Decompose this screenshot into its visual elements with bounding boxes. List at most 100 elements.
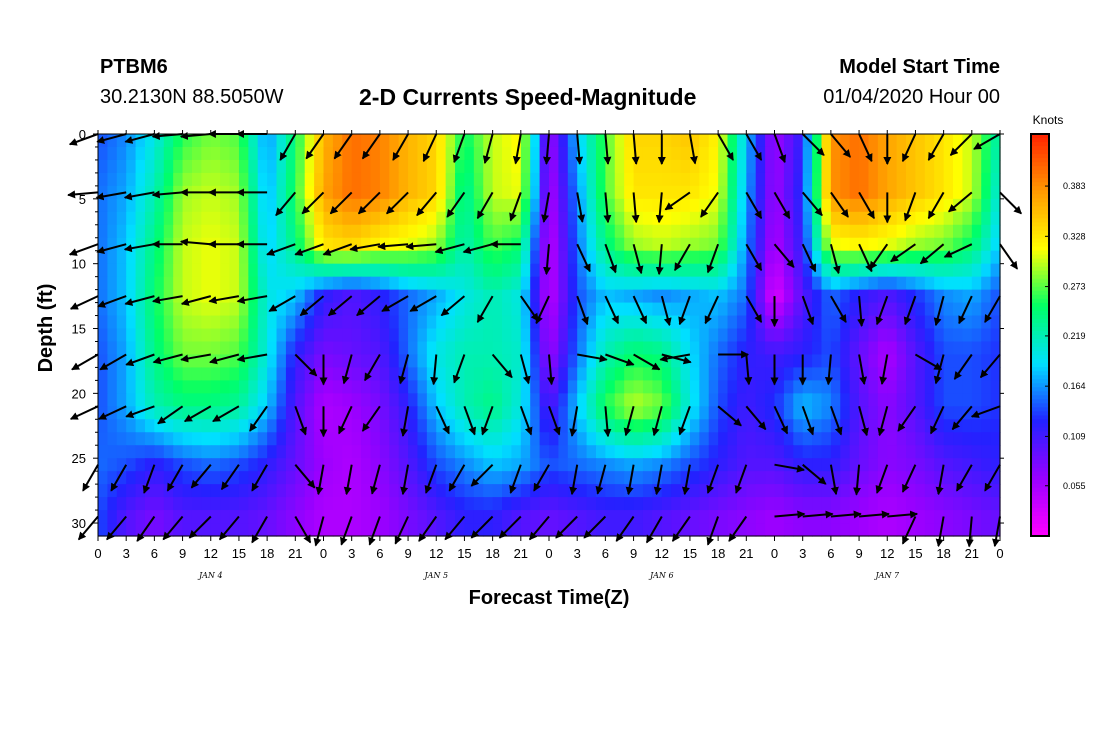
heatmap-cell (304, 510, 315, 524)
heatmap-cell (924, 406, 935, 420)
heatmap-cell (718, 354, 729, 369)
heatmap-cell (295, 237, 306, 252)
heatmap-cell (351, 146, 362, 161)
heatmap-cell (464, 276, 475, 291)
heatmap-cell (661, 224, 672, 239)
heatmap-cell (727, 458, 738, 472)
heatmap-cell (285, 523, 296, 537)
heatmap-cell (229, 328, 240, 343)
heatmap-cell (924, 510, 935, 524)
heatmap-cell (502, 341, 513, 356)
heatmap-cell (614, 432, 625, 446)
heatmap-cell (238, 367, 249, 381)
heatmap-cell (314, 185, 325, 200)
heatmap-cell (436, 380, 447, 394)
heatmap-cell (417, 354, 428, 369)
heatmap-cell (859, 302, 870, 317)
heatmap-cell (661, 341, 672, 356)
heatmap-cell (332, 289, 343, 304)
heatmap-cell (962, 146, 973, 161)
heatmap-cell (276, 302, 287, 317)
current-vector-arrow (519, 405, 533, 436)
heatmap-cell (257, 263, 268, 278)
current-vector-arrow (965, 516, 974, 548)
heatmap-cell (511, 328, 522, 343)
heatmap-cell (727, 432, 738, 446)
heatmap-cell (943, 445, 954, 459)
heatmap-cell (182, 341, 193, 356)
heatmap-cell (699, 302, 710, 317)
colorbar-segment (1031, 170, 1049, 175)
heatmap-cell (558, 185, 569, 200)
colorbar-frame (1030, 133, 1050, 537)
heatmap-cell (971, 224, 982, 239)
heatmap-cell (417, 497, 428, 511)
heatmap-cell (98, 146, 108, 161)
heatmap-cell (755, 224, 766, 239)
heatmap-cell (98, 354, 108, 369)
heatmap-cell (238, 393, 249, 407)
heatmap-cell (990, 497, 1001, 511)
heatmap-cell (549, 341, 559, 356)
heatmap-cell (314, 419, 325, 433)
heatmap-cell (201, 497, 212, 511)
heatmap-cell (163, 302, 174, 317)
heatmap-cell (445, 510, 456, 524)
heatmap-cell (896, 315, 907, 330)
heatmap-cell (558, 237, 569, 252)
current-vector-arrow (774, 463, 805, 473)
current-vector-arrow (535, 295, 550, 325)
heatmap-cell (455, 146, 466, 161)
heatmap-cell (802, 419, 813, 433)
heatmap-cell (971, 380, 982, 394)
colorbar-segment (1031, 527, 1049, 533)
heatmap-cell (887, 172, 898, 187)
heatmap-cell (520, 458, 531, 472)
heatmap-cell (473, 237, 484, 252)
colorbar-segment (1031, 447, 1049, 453)
heatmap-cell (389, 406, 400, 420)
heatmap-cell (877, 497, 888, 511)
heatmap-cell (915, 497, 926, 511)
heatmap-cell (144, 134, 155, 148)
heatmap-cell (408, 146, 419, 161)
heatmap-cell (267, 224, 278, 239)
heatmap-cell (830, 393, 841, 407)
heatmap-cell (849, 471, 860, 485)
heatmap-cell (718, 315, 729, 330)
current-vector-arrow (67, 190, 99, 199)
heatmap-cell (558, 289, 569, 304)
current-vector-arrow (343, 464, 353, 496)
heatmap-cell (614, 328, 625, 343)
heatmap-cell (267, 172, 278, 187)
heatmap-cell (520, 134, 531, 148)
heatmap-cell (426, 250, 437, 265)
current-vector-arrow (329, 191, 353, 215)
current-vector-arrow (830, 133, 851, 158)
heatmap-cell (915, 328, 926, 343)
heatmap-cell (248, 354, 259, 369)
heatmap-cell (558, 263, 569, 278)
heatmap-cell (849, 445, 860, 459)
heatmap-cell (699, 354, 710, 369)
heatmap-cell (304, 172, 315, 187)
heatmap-cell (304, 211, 315, 226)
heatmap-cell (915, 458, 926, 472)
heatmap-cell (549, 328, 559, 343)
heatmap-cell (595, 302, 606, 317)
heatmap-cell (765, 315, 776, 330)
heatmap-cell (332, 172, 343, 187)
heatmap-cell (595, 250, 606, 265)
heatmap-cell (642, 393, 653, 407)
heatmap-cell (248, 224, 259, 239)
heatmap-cell (830, 471, 841, 485)
heatmap-cell (323, 224, 334, 239)
heatmap-cell (229, 497, 240, 511)
heatmap-cell (220, 497, 231, 511)
heatmap-cell (285, 198, 296, 213)
heatmap-cell (201, 263, 212, 278)
x-tick-label: 12 (655, 546, 669, 561)
heatmap-cell (595, 198, 606, 213)
heatmap-cell (445, 211, 456, 226)
current-vector-arrow (717, 133, 734, 161)
